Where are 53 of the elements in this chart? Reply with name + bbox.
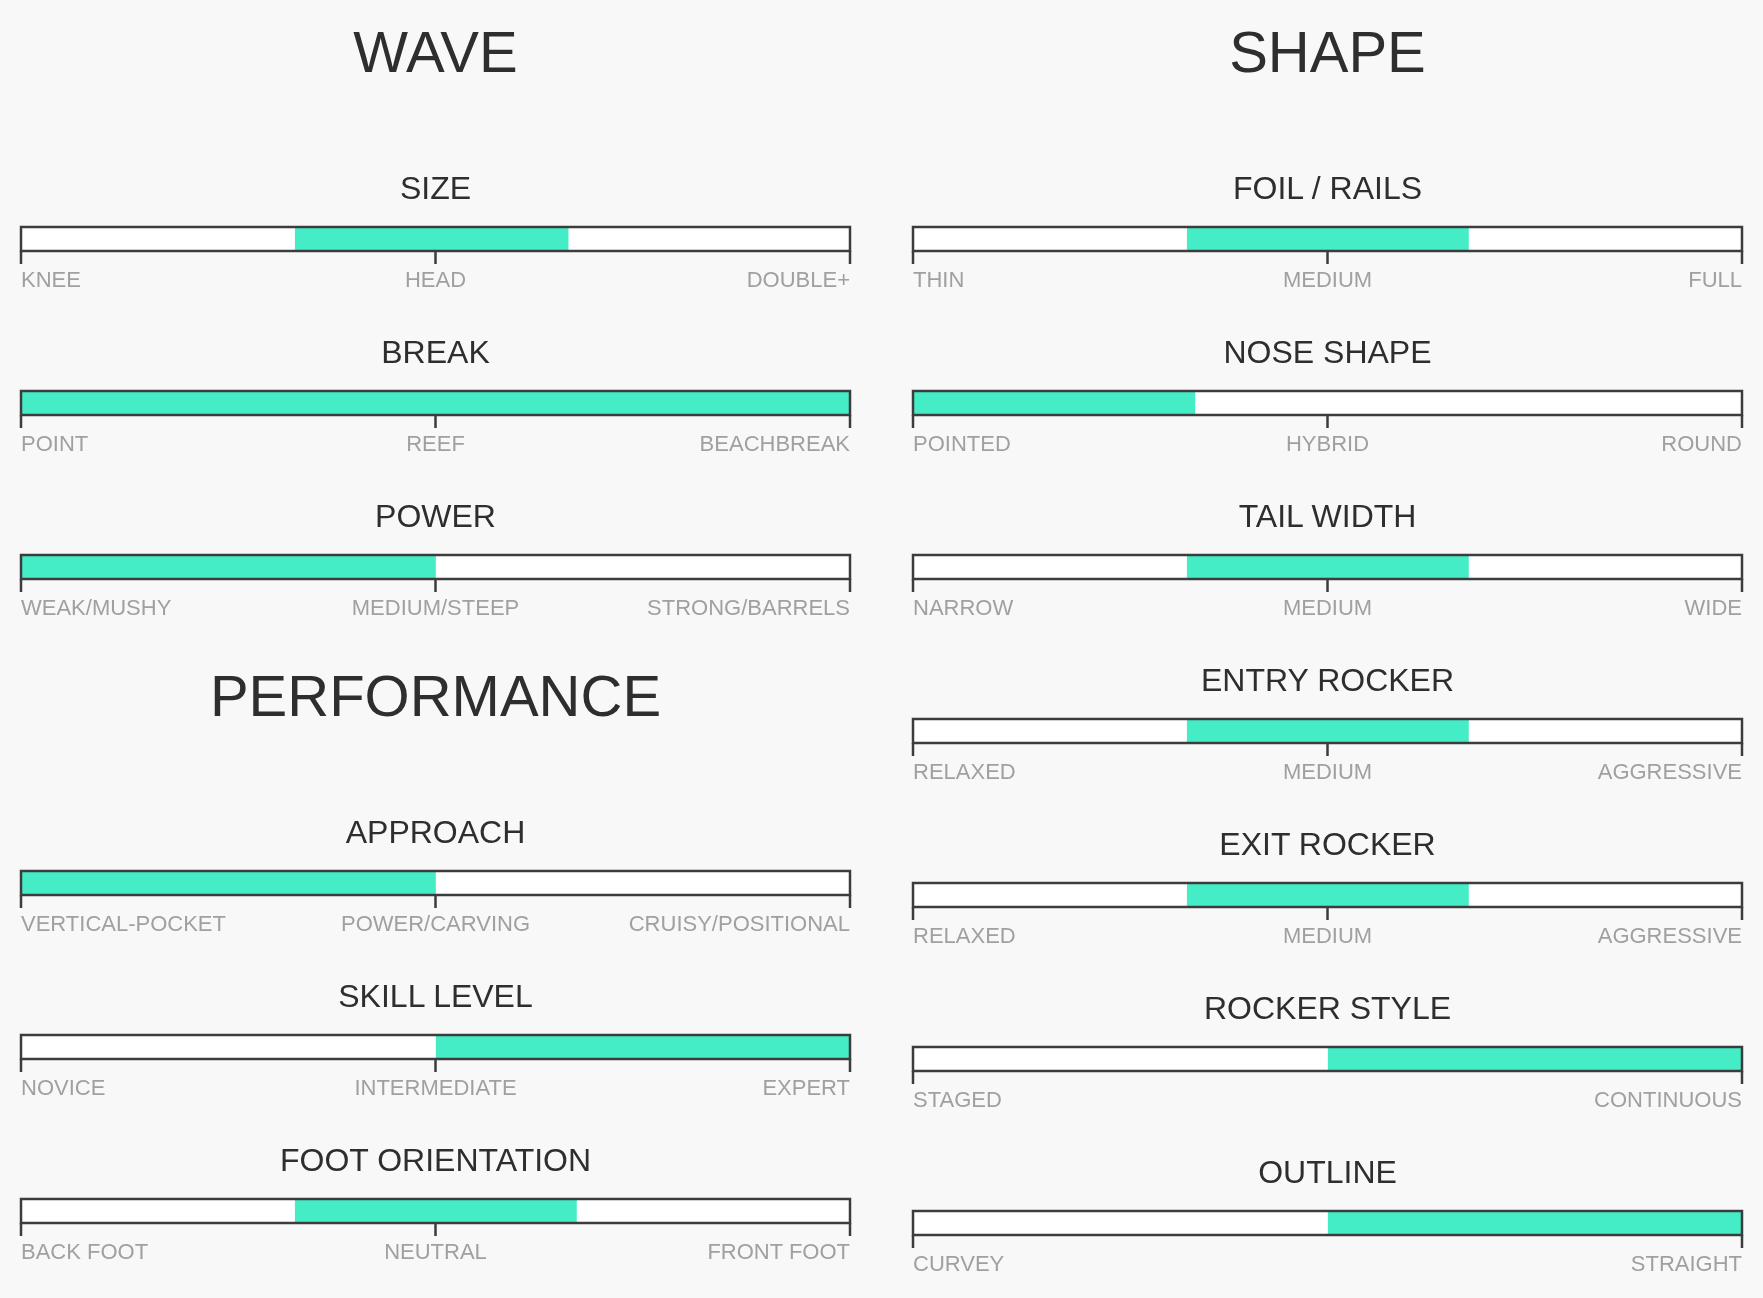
annotation: AGGRESSIVE xyxy=(1597,923,1742,949)
text: EXIT ROCKER xyxy=(1219,826,1436,863)
annotation: POWER/CARVING xyxy=(340,911,531,937)
text: FOOT ORIENTATION xyxy=(279,1142,592,1179)
text: BREAK xyxy=(381,334,490,371)
annotation: THIN xyxy=(913,267,965,293)
annotation: DOUBLE+ xyxy=(746,267,850,293)
text: SHAPE xyxy=(1228,19,1427,84)
annotation: NEUTRAL xyxy=(384,1239,487,1265)
annotation: REEF xyxy=(406,431,465,457)
annotation: ROUND xyxy=(1661,431,1742,457)
text: ENTRY ROCKER xyxy=(1200,662,1455,699)
text: SIZE xyxy=(399,170,472,207)
text: NOSE SHAPE xyxy=(1223,334,1432,371)
annotation: RELAXED xyxy=(913,923,1016,949)
text: POWER xyxy=(375,498,496,535)
annotation: CURVEY xyxy=(913,1251,1005,1277)
text: ROCKER STYLE xyxy=(1203,990,1452,1027)
text: OUTLINE xyxy=(1258,1154,1397,1191)
annotation: BACK FOOT xyxy=(21,1239,149,1265)
annotation: MEDIUM xyxy=(1282,595,1373,621)
annotation: KNEE xyxy=(21,267,81,293)
annotation: MEDIUM xyxy=(1282,759,1373,785)
text: SKILL LEVEL xyxy=(338,978,533,1015)
annotation: POINT xyxy=(21,431,89,457)
annotation: HEAD xyxy=(404,267,467,293)
annotation: MEDIUM/STEEP xyxy=(351,595,520,621)
annotation: NARROW xyxy=(913,595,1014,621)
annotation: CRUISY/POSITIONAL xyxy=(628,911,850,937)
annotation: MEDIUM xyxy=(1282,267,1373,293)
annotation: EXPERT xyxy=(762,1075,850,1101)
annotation: INTERMEDIATE xyxy=(354,1075,517,1101)
annotation: STRAIGHT xyxy=(1630,1251,1742,1277)
annotation: STAGED xyxy=(913,1087,1002,1113)
annotation: VERTICAL-POCKET xyxy=(21,911,226,937)
annotation: FRONT FOOT xyxy=(707,1239,850,1265)
annotation: NOVICE xyxy=(21,1075,106,1101)
annotation: MEDIUM xyxy=(1282,923,1373,949)
annotation: STRONG/BARRELS xyxy=(647,595,850,621)
text: FOIL / RAILS xyxy=(1232,170,1423,207)
annotation: CONTINUOUS xyxy=(1594,1087,1742,1113)
annotation: WIDE xyxy=(1684,595,1742,621)
annotation: WEAK/MUSHY xyxy=(21,595,172,621)
annotation: HYBRID xyxy=(1285,431,1370,457)
text: TAIL WIDTH xyxy=(1238,498,1417,535)
annotation: POINTED xyxy=(913,431,1011,457)
text: PERFORMANCE xyxy=(208,663,663,728)
annotation: FULL xyxy=(1688,267,1742,293)
annotation: BEACHBREAK xyxy=(699,431,851,457)
annotation: AGGRESSIVE xyxy=(1597,759,1742,785)
text: WAVE xyxy=(352,19,519,84)
annotation: RELAXED xyxy=(913,759,1016,785)
text: APPROACH xyxy=(345,814,526,851)
